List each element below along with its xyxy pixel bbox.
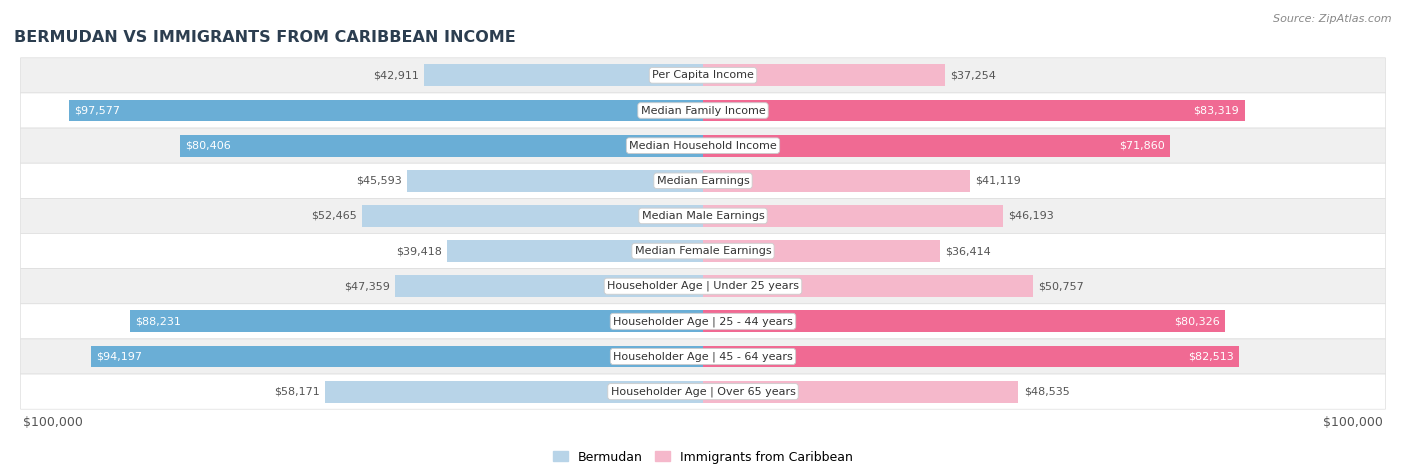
Bar [325,381,703,403]
Text: Median Household Income: Median Household Income [628,141,778,151]
FancyBboxPatch shape [21,163,1385,198]
Text: Householder Age | Under 25 years: Householder Age | Under 25 years [607,281,799,291]
Text: $48,535: $48,535 [1024,387,1070,396]
Text: $97,577: $97,577 [75,106,120,115]
Text: $71,860: $71,860 [1119,141,1164,151]
Text: $58,171: $58,171 [274,387,319,396]
Bar [703,135,1170,156]
Bar [406,170,703,191]
Text: Householder Age | 45 - 64 years: Householder Age | 45 - 64 years [613,351,793,362]
Text: $82,513: $82,513 [1188,352,1234,361]
Text: $52,465: $52,465 [311,211,357,221]
Bar [395,276,703,297]
Text: $80,326: $80,326 [1174,316,1220,326]
Text: Per Capita Income: Per Capita Income [652,71,754,80]
Bar [129,311,703,332]
Text: $83,319: $83,319 [1194,106,1239,115]
Text: $37,254: $37,254 [950,71,997,80]
Legend: Bermudan, Immigrants from Caribbean: Bermudan, Immigrants from Caribbean [548,446,858,467]
Text: Median Male Earnings: Median Male Earnings [641,211,765,221]
FancyBboxPatch shape [21,93,1385,128]
Bar [703,346,1239,368]
FancyBboxPatch shape [21,374,1385,409]
Text: Median Earnings: Median Earnings [657,176,749,186]
Text: Householder Age | Over 65 years: Householder Age | Over 65 years [610,386,796,397]
Bar [703,170,970,191]
Text: Source: ZipAtlas.com: Source: ZipAtlas.com [1274,14,1392,24]
Text: $36,414: $36,414 [945,246,991,256]
Bar [703,381,1018,403]
Text: $94,197: $94,197 [96,352,142,361]
FancyBboxPatch shape [21,58,1385,93]
Bar [180,135,703,156]
Bar [69,99,703,121]
Text: $42,911: $42,911 [373,71,419,80]
Bar [703,276,1033,297]
Bar [703,205,1004,227]
Bar [703,64,945,86]
Text: $80,406: $80,406 [186,141,232,151]
Text: $88,231: $88,231 [135,316,180,326]
Bar [425,64,703,86]
Text: $45,593: $45,593 [356,176,402,186]
Text: Median Female Earnings: Median Female Earnings [634,246,772,256]
Text: $41,119: $41,119 [976,176,1021,186]
Text: $39,418: $39,418 [395,246,441,256]
Text: Median Family Income: Median Family Income [641,106,765,115]
FancyBboxPatch shape [21,269,1385,304]
Bar [91,346,703,368]
Bar [703,240,939,262]
FancyBboxPatch shape [21,198,1385,234]
Bar [703,311,1225,332]
Bar [703,99,1244,121]
Bar [447,240,703,262]
Text: $47,359: $47,359 [344,281,389,291]
FancyBboxPatch shape [21,304,1385,339]
Text: Householder Age | 25 - 44 years: Householder Age | 25 - 44 years [613,316,793,326]
FancyBboxPatch shape [21,339,1385,374]
FancyBboxPatch shape [21,234,1385,269]
Bar [361,205,703,227]
Text: BERMUDAN VS IMMIGRANTS FROM CARIBBEAN INCOME: BERMUDAN VS IMMIGRANTS FROM CARIBBEAN IN… [14,30,516,45]
Text: $50,757: $50,757 [1038,281,1084,291]
FancyBboxPatch shape [21,128,1385,163]
Text: $46,193: $46,193 [1008,211,1054,221]
